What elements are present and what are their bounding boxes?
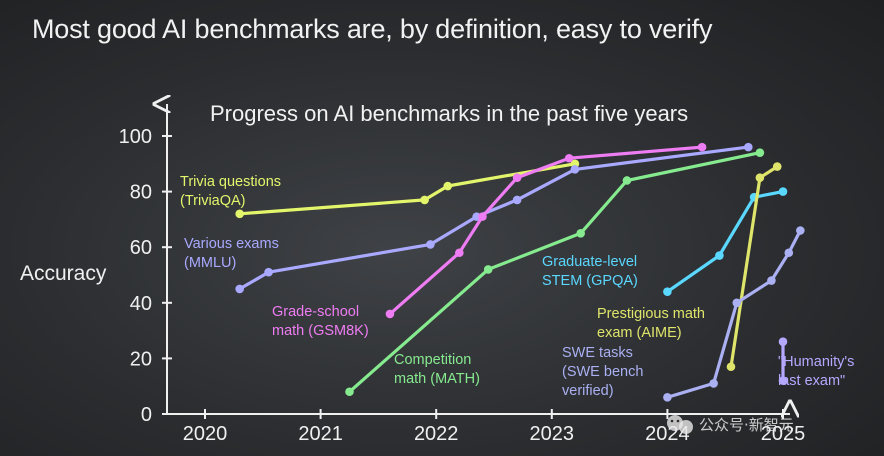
y-tick-label: 80	[130, 182, 152, 204]
data-point	[420, 195, 429, 205]
data-point	[622, 176, 632, 185]
series-label-line: (MMLU)	[184, 255, 236, 271]
series-label-line: (TriviaQA)	[180, 193, 246, 209]
y-tick-label: 20	[130, 348, 152, 370]
series-label-line: exam (AIME)	[597, 325, 682, 341]
wechat-icon	[667, 415, 693, 434]
x-tick-label: 2021	[298, 423, 343, 445]
series-grade-school-math-gsm8k	[385, 142, 707, 319]
x-tick-label: 2020	[183, 423, 228, 445]
series-label-line: verified)	[562, 383, 614, 399]
series-label: Graduate-level STEM (GPQA)	[542, 254, 638, 289]
data-point	[512, 173, 522, 182]
series-humanity-s-last-exam	[778, 337, 788, 385]
x-tick-label: 2025	[761, 423, 806, 445]
data-point	[715, 251, 724, 260]
data-point	[732, 298, 742, 308]
series-line	[238, 162, 577, 216]
data-point	[663, 287, 672, 296]
data-point	[796, 226, 805, 235]
series-label: SWE tasks (SWE bench verified)	[562, 345, 643, 399]
data-point	[564, 153, 574, 163]
x-ticks: 2020 2021 2022 2023 2024 2025	[183, 409, 806, 445]
y-tick-label: 60	[130, 237, 152, 259]
data-point	[709, 379, 718, 388]
y-tick-label: 0	[141, 404, 152, 426]
series-label: Grade-school math (GSM8K)	[272, 304, 369, 339]
series-label: Competition math (MATH)	[394, 352, 480, 387]
data-point	[778, 376, 788, 385]
data-point	[512, 195, 522, 205]
x-tick-label: 2022	[414, 423, 459, 445]
data-point	[726, 362, 736, 372]
series-label-line: math (GSM8K)	[272, 323, 369, 339]
series-label: Trivia questions (TriviaQA)	[180, 174, 281, 209]
series-swe-tasks-swe-bench-verified	[663, 226, 805, 402]
series-label-line: Prestigious math	[597, 306, 705, 322]
series-label-line: (SWE bench	[562, 364, 643, 380]
series-label-line: SWE tasks	[562, 345, 633, 361]
series-label-line: Various exams	[184, 236, 279, 252]
series-trivia-questions-triviaqa	[235, 159, 580, 219]
watermark-text: 公众号·新智元	[699, 416, 794, 434]
series-competition-math-math	[345, 148, 765, 397]
y-tick-label: 100	[119, 126, 152, 148]
y-ticks: 0 20 40 60 80 100	[119, 126, 172, 426]
data-point	[235, 209, 244, 219]
y-tick-label: 40	[130, 293, 152, 315]
data-point	[755, 148, 765, 157]
chart-title: Progress on AI benchmarks in the past fi…	[210, 101, 688, 126]
series-label-line: Graduate-level	[542, 254, 637, 270]
data-point	[570, 165, 580, 174]
data-point	[755, 173, 765, 182]
watermark: 公众号·新智元	[667, 415, 794, 434]
data-point	[767, 276, 776, 285]
data-point	[483, 265, 493, 274]
series-label-line: Competition	[394, 352, 471, 368]
series-label-line: math (MATH)	[394, 371, 480, 387]
data-point	[235, 284, 244, 294]
series-label-line: STEM (GPQA)	[542, 273, 638, 289]
data-point	[784, 248, 794, 258]
series-label-line: Trivia questions	[180, 174, 281, 190]
data-point	[264, 267, 273, 277]
data-point	[455, 248, 464, 258]
series-label: Prestigious math exam (AIME)	[597, 306, 705, 341]
data-point	[385, 309, 395, 319]
series-line	[388, 145, 704, 316]
data-point	[697, 142, 707, 152]
data-point	[744, 142, 753, 152]
y-axis-label: Accuracy	[20, 262, 107, 285]
x-tick-label: 2023	[530, 423, 575, 445]
series-label: Various exams (MMLU)	[184, 236, 279, 271]
data-point	[478, 212, 487, 221]
slide-title: Most good AI benchmarks are, by definiti…	[32, 14, 713, 44]
series-various-exams-mmlu	[235, 142, 753, 294]
series-label-line: last exam"	[778, 373, 845, 389]
series-labels: Trivia questions (TriviaQA) Various exams (…	[180, 174, 854, 399]
data-point	[772, 162, 782, 171]
data-point	[576, 229, 585, 238]
series-label-line: "Humanity's	[778, 354, 854, 370]
data-point	[443, 181, 453, 191]
data-point	[345, 387, 354, 397]
series-layer	[235, 142, 805, 402]
series-label-line: Grade-school	[272, 304, 359, 320]
data-point	[778, 337, 788, 347]
series-line	[665, 190, 785, 294]
series-label: "Humanity's last exam"	[778, 354, 854, 389]
data-point	[426, 240, 435, 249]
data-point	[778, 187, 788, 196]
data-point	[663, 393, 672, 402]
